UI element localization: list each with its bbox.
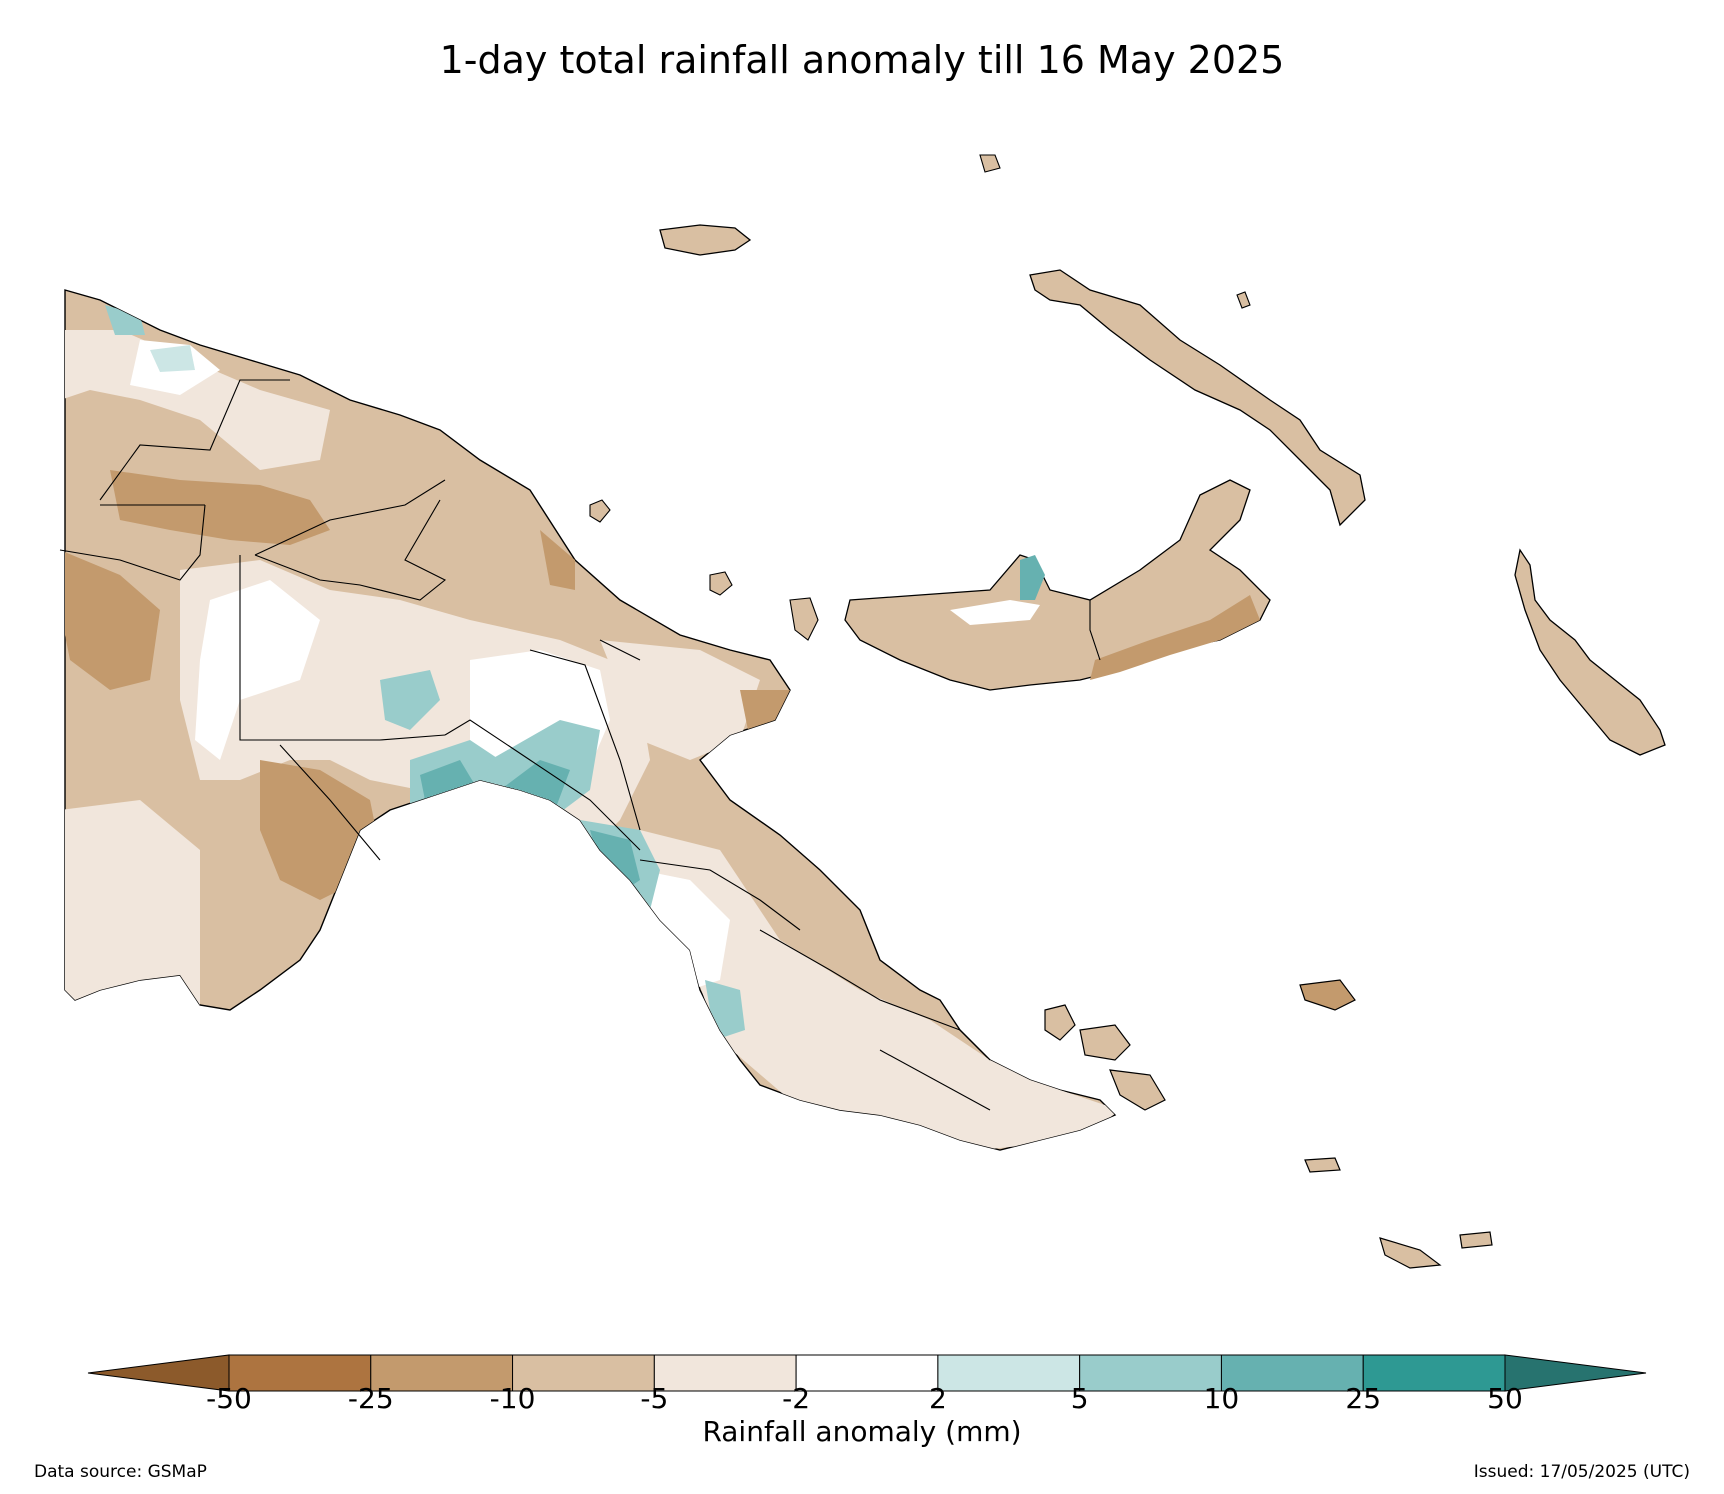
new-britain-wet	[1020, 555, 1045, 600]
manus-island	[659, 224, 752, 256]
colorbar-tick-label: 50	[1487, 1382, 1523, 1415]
new-britain	[844, 479, 1271, 691]
issued-date-text: Issued: 17/05/2025 (UTC)	[1473, 1462, 1690, 1482]
colorbar-tick-label: -50	[206, 1382, 252, 1415]
new-britain-boundary	[1089, 600, 1101, 661]
milne-bay-islands	[1044, 979, 1493, 1269]
trobriand-island	[1299, 979, 1356, 1011]
colorbar-bin-neg25_neg10	[370, 1354, 514, 1392]
small-islands	[589, 154, 1251, 641]
colorbar	[87, 1354, 1647, 1392]
anomaly-zone-neutral-highlands	[195, 580, 320, 760]
anomaly-zone-dry-sepik	[110, 470, 330, 545]
anomaly-zone-dry-madang	[540, 530, 575, 590]
colorbar-tick-label: 2	[928, 1382, 947, 1415]
map-title: 1-day total rainfall anomaly till 16 May…	[439, 38, 1285, 82]
normanby-island	[1109, 1069, 1166, 1111]
long-island	[709, 571, 733, 596]
umboi-island	[789, 597, 819, 641]
new-ireland	[1029, 269, 1366, 527]
colorbar-bins	[228, 1354, 1506, 1392]
colorbar-tick-label: -10	[489, 1382, 536, 1415]
new-britain-base	[844, 479, 1271, 691]
woodlark-island	[1304, 1157, 1341, 1173]
colorbar-frame	[228, 1354, 1506, 1392]
new-britain-neutral	[950, 600, 1040, 625]
colorbar-bin-5_10	[1079, 1354, 1222, 1392]
anomaly-zone-dry-west	[65, 550, 160, 690]
karkar-island	[589, 499, 611, 523]
fergusson-island	[1079, 1024, 1131, 1061]
colorbar-tick-label: -2	[782, 1382, 811, 1415]
colorbar-tick-label: 25	[1345, 1382, 1382, 1415]
anomaly-zone-wet-highlands	[380, 670, 440, 730]
colorbar-bin-25_50	[1362, 1354, 1506, 1392]
anomaly-zone-light-southwest	[65, 800, 200, 1020]
manus-base	[659, 224, 752, 256]
new-britain-dry-south	[1090, 595, 1260, 680]
anomaly-zone-light-north	[65, 330, 330, 470]
new-ireland-base	[1029, 269, 1366, 527]
colorbar-bin-neg10_neg5	[512, 1354, 655, 1392]
colorbar-label: Rainfall anomaly (mm)	[702, 1415, 1022, 1448]
colorbar-tick-label: 10	[1203, 1382, 1240, 1415]
colorbar-bin-neg5_neg2	[653, 1354, 797, 1392]
rossel-island	[1459, 1231, 1493, 1249]
colorbar-extend-high	[1504, 1354, 1647, 1392]
mainland-png	[59, 289, 1117, 1151]
lihir-island	[1236, 291, 1251, 309]
province-boundaries	[59, 379, 991, 1111]
anomaly-zone-wet-north	[150, 345, 195, 372]
colorbar-bin-10_25	[1220, 1354, 1364, 1392]
colorbar-tick-label: -25	[347, 1382, 394, 1415]
colorbar-bin-neg2_2	[795, 1354, 939, 1392]
colorbar-tick-label: -5	[640, 1382, 669, 1415]
colorbar-bin-2_5	[937, 1354, 1081, 1392]
anomaly-zone-light-huon	[600, 640, 760, 760]
bougainville-base	[1514, 548, 1666, 756]
sudest-island	[1379, 1237, 1442, 1269]
anomaly-zone-neutral-south	[640, 870, 730, 990]
goodenough-island	[1044, 1004, 1076, 1041]
mussau-island	[979, 154, 1001, 173]
anomaly-zone-wet-west-corner	[105, 305, 145, 335]
anomaly-zone-light-southeast	[640, 830, 1115, 1150]
bougainville	[1514, 548, 1666, 756]
anomaly-zone-dry-morobe	[740, 690, 790, 740]
data-source-text: Data source: GSMaP	[34, 1462, 207, 1482]
colorbar-tick-label: 5	[1070, 1382, 1089, 1415]
